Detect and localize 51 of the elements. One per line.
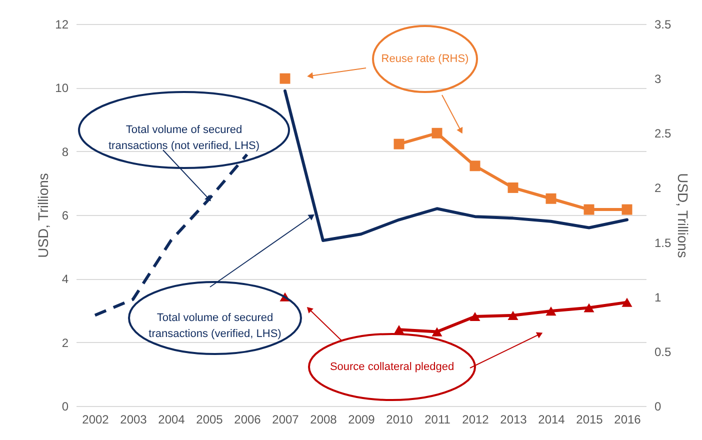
annotation: Total volume of secured transactions (verified, LHS) bbox=[148, 312, 282, 340]
point bbox=[432, 327, 442, 336]
annotation: Source collateral pledged bbox=[330, 361, 454, 373]
y2-tick-label: 0 bbox=[654, 400, 662, 414]
point bbox=[622, 298, 632, 307]
point bbox=[584, 204, 594, 215]
y-tick-label: 12 bbox=[55, 18, 69, 32]
x-tick-label: 2007 bbox=[272, 412, 300, 426]
y2-tick-label: 3 bbox=[654, 72, 662, 86]
point bbox=[470, 312, 480, 322]
point bbox=[584, 303, 594, 312]
point bbox=[280, 73, 290, 84]
x-tick-label: 2012 bbox=[462, 412, 490, 426]
y2-tick-label: 3.5 bbox=[654, 18, 672, 32]
point bbox=[432, 128, 442, 138]
x-tick-label: 2004 bbox=[158, 412, 186, 426]
y-tick-label: 0 bbox=[62, 400, 69, 414]
x-tick-label: 2014 bbox=[538, 412, 566, 426]
x-tick-label: 2016 bbox=[614, 412, 642, 426]
y2-tick-label: 1.5 bbox=[654, 236, 672, 250]
y2-axis-title: USD, Trillions bbox=[675, 173, 692, 258]
x-tick-label: 2002 bbox=[82, 412, 110, 426]
y-tick-label: 8 bbox=[62, 144, 69, 159]
point bbox=[622, 204, 632, 215]
x-tick-label: 2008 bbox=[310, 412, 338, 426]
y-tick-label: 6 bbox=[62, 208, 69, 222]
x-tick-label: 2013 bbox=[500, 412, 528, 426]
x-tick-label: 2003 bbox=[120, 412, 148, 426]
point bbox=[508, 182, 518, 193]
y2-tick-label: 1 bbox=[654, 290, 662, 304]
point bbox=[470, 160, 480, 172]
y-tick-label: 2 bbox=[62, 336, 69, 350]
y2-tick-label: 0.5 bbox=[654, 344, 672, 359]
x-tick-label: 2009 bbox=[348, 412, 376, 426]
point bbox=[546, 306, 556, 316]
y2-tick-label: 2.5 bbox=[654, 126, 672, 141]
y-axis-title: USD, Trillions bbox=[35, 173, 52, 258]
line-series bbox=[284, 89, 628, 242]
x-tick-label: 2005 bbox=[196, 412, 224, 426]
x-tick-label: 2010 bbox=[386, 412, 414, 426]
annotation: Reuse rate (RHS) bbox=[381, 53, 469, 65]
y2-tick-label: 2 bbox=[654, 181, 662, 196]
annotation: Total volume of secured transactions (not verified, LHS) bbox=[108, 124, 260, 152]
point bbox=[394, 138, 404, 150]
point bbox=[546, 193, 556, 204]
x-tick-label: 2006 bbox=[234, 412, 262, 426]
y-tick-label: 4 bbox=[62, 272, 69, 286]
point bbox=[508, 310, 518, 320]
y-tick-label: 10 bbox=[55, 81, 69, 96]
x-tick-label: 2011 bbox=[424, 412, 451, 426]
x-tick-label: 2015 bbox=[576, 412, 604, 426]
